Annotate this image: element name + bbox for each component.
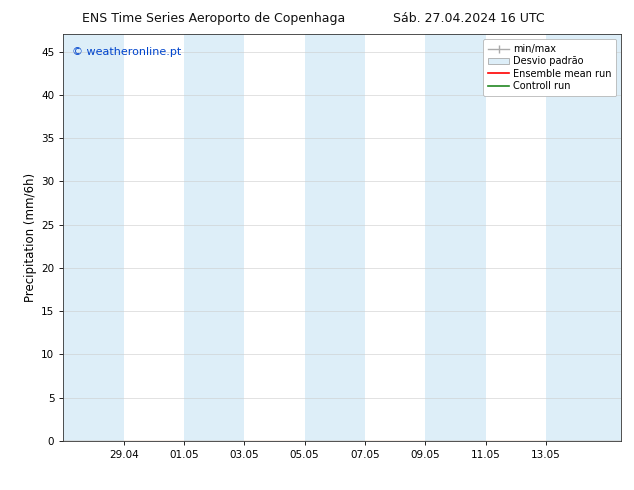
- Text: ENS Time Series Aeroporto de Copenhaga: ENS Time Series Aeroporto de Copenhaga: [82, 12, 346, 25]
- Text: © weatheronline.pt: © weatheronline.pt: [72, 47, 181, 56]
- Y-axis label: Precipitation (mm/6h): Precipitation (mm/6h): [24, 173, 37, 302]
- Legend: min/max, Desvio padrão, Ensemble mean run, Controll run: min/max, Desvio padrão, Ensemble mean ru…: [483, 39, 616, 96]
- Bar: [63, 34, 124, 441]
- Bar: [546, 34, 621, 441]
- Text: Sáb. 27.04.2024 16 UTC: Sáb. 27.04.2024 16 UTC: [393, 12, 545, 25]
- Bar: [425, 34, 486, 441]
- Bar: [305, 34, 365, 441]
- Bar: [184, 34, 244, 441]
